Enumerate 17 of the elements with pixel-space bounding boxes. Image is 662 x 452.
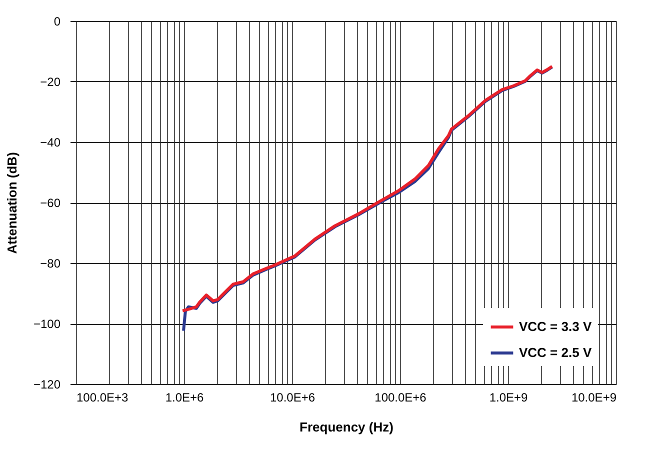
y-tick-label: −100	[33, 317, 61, 331]
y-tick-label: −40	[40, 136, 61, 150]
y-tick-label: −20	[40, 75, 61, 89]
x-tick-label: 10.0E+9	[571, 390, 617, 404]
x-tick-label: 10.0E+6	[270, 390, 316, 404]
x-tick-label: 1.0E+9	[489, 390, 528, 404]
y-tick-label: −80	[40, 256, 61, 270]
x-tick-label: 100.0E+3	[76, 390, 129, 404]
legend-label: VCC = 2.5 V	[519, 345, 592, 360]
legend-label: VCC = 3.3 V	[519, 319, 592, 334]
x-tick-label: 100.0E+6	[374, 390, 427, 404]
y-tick-label: −60	[40, 196, 61, 210]
x-axis-title: Frequency (Hz)	[300, 420, 394, 434]
y-tick-label: 0	[54, 14, 61, 28]
y-tick-label: −120	[33, 378, 61, 392]
y-axis-title: Attenuation (dB)	[4, 152, 20, 254]
x-tick-label: 1.0E+6	[165, 390, 204, 404]
